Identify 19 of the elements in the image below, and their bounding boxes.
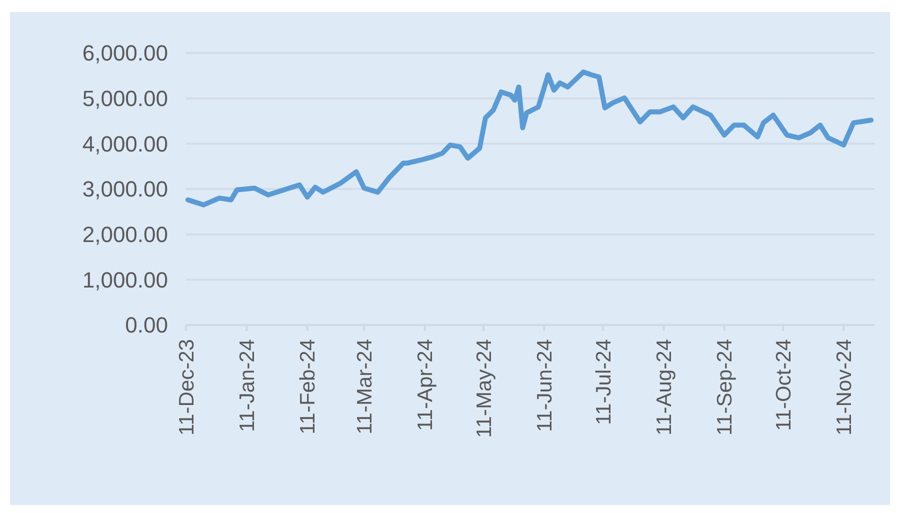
x-tick-label: 11-Jul-24 bbox=[592, 338, 616, 425]
x-tick-label: 11-Jun-24 bbox=[534, 338, 557, 432]
y-tick-label: 6,000.00 bbox=[82, 40, 168, 66]
y-tick-label: 2,000.00 bbox=[82, 222, 168, 248]
x-tick-label: 11-Aug-24 bbox=[652, 338, 676, 436]
x-tick-label: 11-Mar-24 bbox=[353, 338, 376, 434]
y-tick-label: 3,000.00 bbox=[82, 176, 168, 202]
x-tick-label: 11-Jan-24 bbox=[236, 338, 260, 432]
x-tick-label: 11-Nov-24 bbox=[833, 338, 856, 436]
x-tick-label: 11-Sep-24 bbox=[714, 338, 737, 436]
x-tick-label: 11-Dec-23 bbox=[175, 339, 198, 436]
y-tick-label: 5,000.00 bbox=[82, 86, 168, 112]
x-tick-label: 11-Feb-24 bbox=[296, 338, 320, 434]
x-tick-label: 11-May-24 bbox=[472, 338, 496, 438]
y-tick-label: 1,000.00 bbox=[82, 267, 168, 292]
y-tick-label: 4,000.00 bbox=[82, 131, 168, 156]
y-tick-label: 0.00 bbox=[125, 312, 168, 338]
x-tick-label: 11-Oct-24 bbox=[772, 338, 796, 431]
x-tick-label: 11-Apr-24 bbox=[414, 338, 438, 431]
